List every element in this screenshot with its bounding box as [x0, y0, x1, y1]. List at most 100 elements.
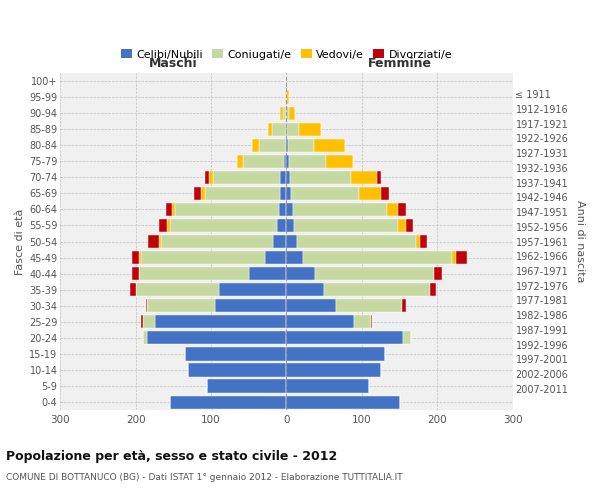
Bar [132, 251, 139, 264]
Legend: Celibi/Nubili, Coniugati/e, Vedovi/e, Divorziati/e: Celibi/Nubili, Coniugati/e, Vedovi/e, Di… [116, 45, 457, 64]
Bar [382, 187, 389, 200]
Bar [132, 267, 139, 280]
Bar [277, 219, 286, 232]
Bar [170, 396, 286, 408]
Bar [289, 106, 295, 120]
Bar [293, 203, 387, 216]
Bar [209, 170, 212, 184]
Bar [406, 219, 413, 232]
Bar [268, 122, 272, 136]
Bar [215, 299, 286, 312]
Bar [273, 235, 286, 248]
Bar [286, 235, 297, 248]
Bar [377, 170, 381, 184]
Bar [252, 138, 259, 152]
Bar [202, 187, 205, 200]
Bar [286, 299, 335, 312]
Bar [161, 235, 273, 248]
Bar [430, 283, 436, 296]
Bar [208, 380, 286, 392]
Bar [143, 315, 155, 328]
Bar [291, 187, 359, 200]
Bar [148, 235, 159, 248]
Bar [147, 332, 286, 344]
Bar [315, 267, 434, 280]
Bar [416, 235, 420, 248]
Bar [286, 380, 370, 392]
Bar [420, 235, 427, 248]
Bar [335, 299, 402, 312]
Bar [387, 203, 398, 216]
Text: COMUNE DI BOTTANUCO (BG) - Dati ISTAT 1° gennaio 2012 - Elaborazione TUTTITALIA.: COMUNE DI BOTTANUCO (BG) - Dati ISTAT 1°… [6, 472, 403, 482]
Bar [284, 154, 286, 168]
Bar [218, 283, 286, 296]
Bar [287, 122, 299, 136]
Bar [249, 267, 286, 280]
Bar [167, 219, 170, 232]
Bar [194, 187, 202, 200]
Bar [159, 219, 167, 232]
Bar [297, 235, 416, 248]
Bar [288, 138, 314, 152]
Bar [280, 170, 286, 184]
Bar [299, 122, 321, 136]
Bar [175, 203, 279, 216]
Bar [402, 299, 406, 312]
Bar [155, 315, 286, 328]
Bar [286, 315, 355, 328]
Bar [237, 154, 243, 168]
Bar [166, 203, 172, 216]
Bar [286, 106, 289, 120]
Bar [286, 90, 287, 104]
Bar [287, 90, 289, 104]
Bar [350, 170, 377, 184]
Bar [286, 348, 385, 360]
Bar [286, 138, 288, 152]
Bar [188, 364, 286, 376]
Bar [286, 396, 400, 408]
Bar [147, 299, 215, 312]
Bar [286, 332, 403, 344]
Text: Popolazione per età, sesso e stato civile - 2012: Popolazione per età, sesso e stato civil… [6, 450, 337, 463]
Bar [289, 154, 326, 168]
Bar [146, 299, 147, 312]
Y-axis label: Fasce di età: Fasce di età [15, 208, 25, 274]
Bar [205, 187, 280, 200]
Bar [279, 203, 286, 216]
Bar [452, 251, 456, 264]
Bar [159, 235, 161, 248]
Bar [243, 154, 284, 168]
Bar [259, 138, 286, 152]
Bar [398, 219, 406, 232]
Bar [324, 283, 430, 296]
Bar [371, 315, 373, 328]
Bar [172, 203, 175, 216]
Bar [265, 251, 286, 264]
Bar [139, 251, 141, 264]
Bar [355, 315, 371, 328]
Bar [294, 219, 398, 232]
Bar [272, 122, 286, 136]
Bar [398, 203, 406, 216]
Bar [141, 251, 265, 264]
Bar [303, 251, 452, 264]
Bar [286, 187, 291, 200]
Bar [286, 251, 303, 264]
Bar [314, 138, 344, 152]
Bar [280, 106, 283, 120]
Y-axis label: Anni di nascita: Anni di nascita [575, 200, 585, 283]
Text: Maschi: Maschi [149, 56, 198, 70]
Bar [185, 348, 286, 360]
Bar [170, 219, 277, 232]
Bar [286, 122, 287, 136]
Bar [205, 170, 209, 184]
Bar [136, 283, 218, 296]
Bar [286, 364, 381, 376]
Bar [326, 154, 353, 168]
Bar [286, 267, 315, 280]
Bar [286, 154, 289, 168]
Bar [403, 332, 411, 344]
Bar [286, 219, 294, 232]
Bar [212, 170, 280, 184]
Bar [130, 283, 136, 296]
